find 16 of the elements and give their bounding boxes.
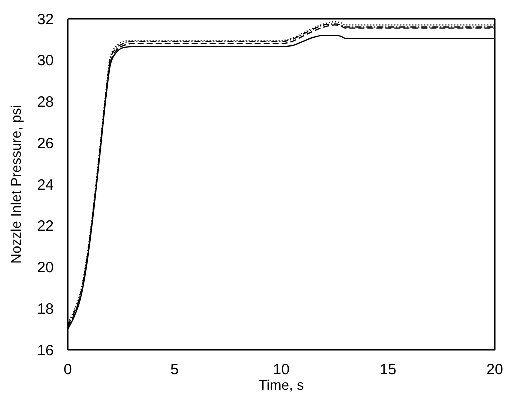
x-axis-title: Time, s [258,377,304,393]
y-tick-label: 16 [37,342,54,360]
x-tick-label: 0 [64,362,72,379]
x-tick-label: 5 [170,362,179,379]
y-tick-label: 30 [37,52,54,70]
y-tick-label: 32 [37,11,54,28]
x-tick-label: 20 [486,362,504,379]
x-tick-label: 15 [380,362,397,379]
y-tick-label: 22 [37,218,54,236]
y-tick-label: 26 [37,135,54,152]
y-tick-label: 28 [37,94,54,112]
y-tick-label: 20 [37,260,54,277]
x-tick-label: 10 [273,362,290,379]
y-tick-label: 24 [37,176,54,194]
y-axis-title: Nozzle Inlet Pressure, psi [8,105,24,264]
y-tick-label: 18 [37,300,54,318]
